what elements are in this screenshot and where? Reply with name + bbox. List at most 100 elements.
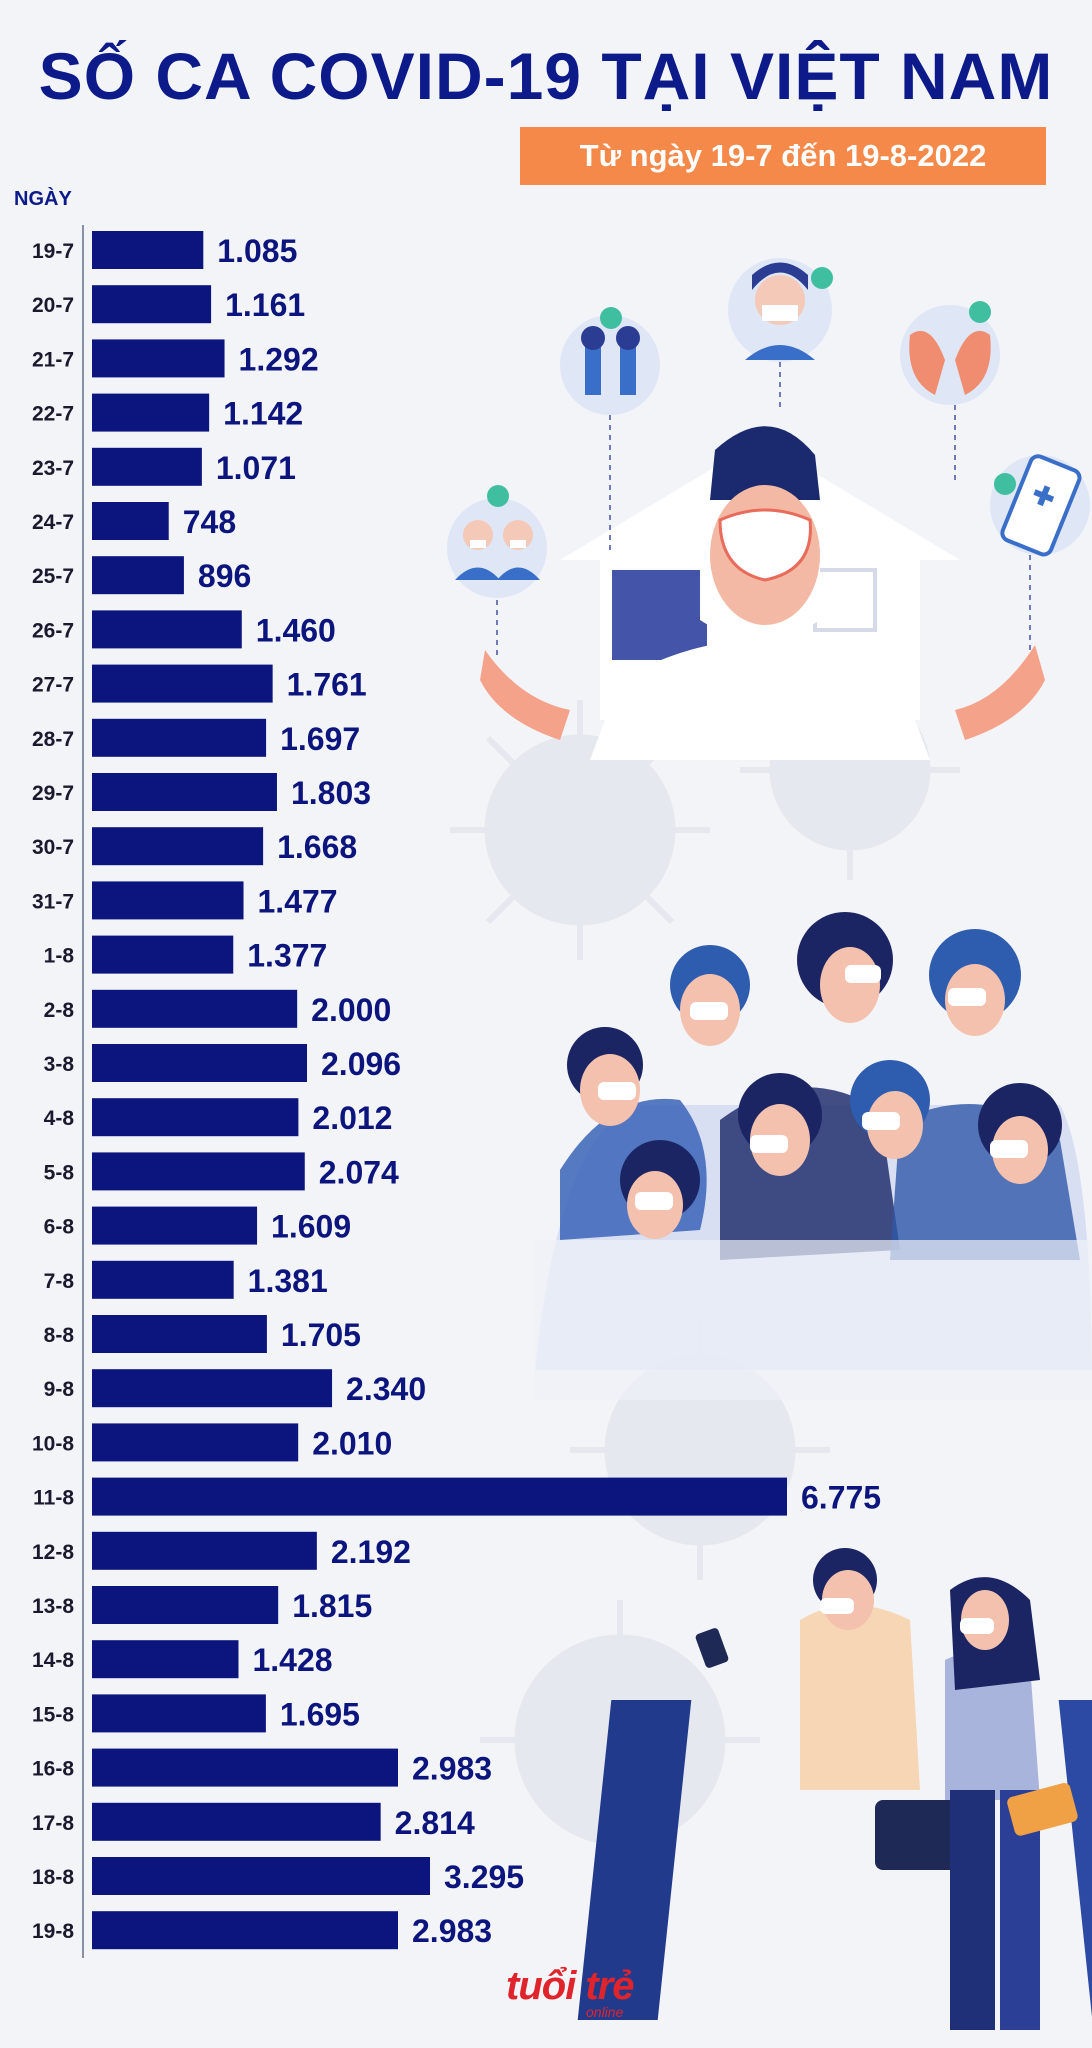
value-label: 2.074 — [319, 1154, 399, 1190]
bar — [92, 1260, 234, 1299]
bar — [92, 935, 234, 974]
category-label: 15-8 — [32, 1703, 74, 1726]
bar — [92, 1911, 399, 1950]
category-label: 20-7 — [32, 294, 74, 317]
category-label: 9-8 — [44, 1378, 75, 1401]
value-label: 748 — [183, 504, 236, 540]
tuoi-tre-logo-sub: online — [586, 2004, 624, 2020]
bar — [92, 1531, 317, 1570]
value-label: 2.814 — [395, 1805, 475, 1841]
value-label: 2.000 — [311, 992, 391, 1028]
value-label: 1.803 — [291, 775, 371, 811]
category-label: 24-7 — [32, 511, 74, 534]
category-label: 19-8 — [32, 1920, 74, 1943]
medical-phone-icon — [990, 454, 1090, 650]
category-label: 2-8 — [44, 999, 75, 1022]
virus-icon — [450, 700, 710, 960]
category-label: 26-7 — [32, 619, 74, 642]
hand-washing-icon — [900, 301, 1000, 480]
category-label: 29-7 — [32, 782, 74, 805]
bar — [92, 881, 244, 920]
bar — [92, 1423, 299, 1462]
page-title: SỐ CA COVID-19 TẠI VIỆT NAM — [38, 39, 1054, 113]
category-label: 1-8 — [44, 945, 75, 968]
category-label: 4-8 — [44, 1107, 75, 1130]
category-label: 27-7 — [32, 674, 74, 697]
y-axis-label: NGÀY — [14, 188, 72, 210]
value-label: 1.477 — [258, 883, 338, 919]
bar — [92, 1802, 381, 1841]
category-label: 13-8 — [32, 1595, 74, 1618]
category-label: 16-8 — [32, 1758, 74, 1781]
bar — [92, 556, 184, 595]
bar — [92, 1206, 258, 1245]
value-label: 1.761 — [287, 667, 367, 703]
bar — [92, 1857, 431, 1895]
category-label: 17-8 — [32, 1812, 74, 1835]
bar — [92, 1586, 279, 1624]
category-label: 8-8 — [44, 1324, 75, 1347]
bar — [92, 1152, 305, 1191]
value-label: 1.609 — [271, 1209, 351, 1245]
category-label: 10-8 — [32, 1432, 74, 1455]
category-label: 28-7 — [32, 728, 74, 751]
value-label: 2.010 — [312, 1425, 392, 1461]
category-label: 5-8 — [44, 1161, 75, 1184]
bar — [92, 610, 242, 649]
value-label: 1.428 — [252, 1642, 332, 1678]
bar — [92, 773, 277, 811]
value-label: 1.161 — [225, 287, 305, 323]
category-label: 30-7 — [32, 836, 74, 859]
category-label: 18-8 — [32, 1866, 74, 1889]
bar — [92, 989, 298, 1028]
value-label: 2.192 — [331, 1534, 411, 1570]
category-label: 3-8 — [44, 1053, 75, 1076]
value-label: 1.697 — [280, 721, 360, 757]
masked-crowd-icon — [535, 912, 1092, 1400]
bar — [92, 664, 273, 703]
tuoi-tre-logo: tuổi trẻ — [506, 1964, 635, 2008]
bar — [92, 1315, 267, 1353]
value-label: 1.292 — [239, 341, 319, 377]
value-label: 1.377 — [247, 938, 327, 974]
category-label: 6-8 — [44, 1216, 75, 1239]
value-label: 2.983 — [412, 1913, 492, 1949]
value-label: 1.142 — [223, 396, 303, 432]
bar — [92, 502, 169, 540]
doctor-icon — [480, 426, 1045, 760]
value-label: 1.460 — [256, 612, 336, 648]
masked-woman-icon — [728, 258, 833, 410]
value-label: 1.071 — [216, 450, 296, 486]
bar — [92, 339, 225, 378]
bar — [92, 1098, 299, 1137]
social-distance-icon — [560, 307, 660, 555]
value-label: 2.012 — [312, 1100, 392, 1136]
category-label: 7-8 — [44, 1270, 75, 1293]
category-label: 22-7 — [32, 403, 74, 426]
walking-people-icon — [577, 1548, 1092, 2030]
bar — [92, 231, 204, 269]
bar — [92, 827, 264, 866]
value-label: 1.668 — [277, 829, 357, 865]
value-label: 1.381 — [248, 1263, 328, 1299]
bar — [92, 447, 202, 486]
value-label: 1.085 — [217, 233, 297, 269]
value-label: 2.340 — [346, 1371, 426, 1407]
category-label: 31-7 — [32, 890, 74, 913]
date-range-badge: Từ ngày 19-7 đến 19-8-2022 — [520, 127, 1046, 185]
value-label: 1.705 — [281, 1317, 361, 1353]
category-label: 19-7 — [32, 240, 74, 263]
value-label: 2.096 — [321, 1046, 401, 1082]
category-label: 12-8 — [32, 1541, 74, 1564]
bar — [92, 1640, 239, 1679]
bar — [92, 1369, 333, 1408]
bar — [92, 1044, 308, 1082]
bar — [92, 1477, 787, 1516]
value-label: 896 — [198, 558, 251, 594]
bar — [92, 718, 267, 757]
value-label: 1.815 — [292, 1588, 372, 1624]
masked-couple-icon — [447, 485, 547, 660]
bar — [92, 285, 212, 324]
